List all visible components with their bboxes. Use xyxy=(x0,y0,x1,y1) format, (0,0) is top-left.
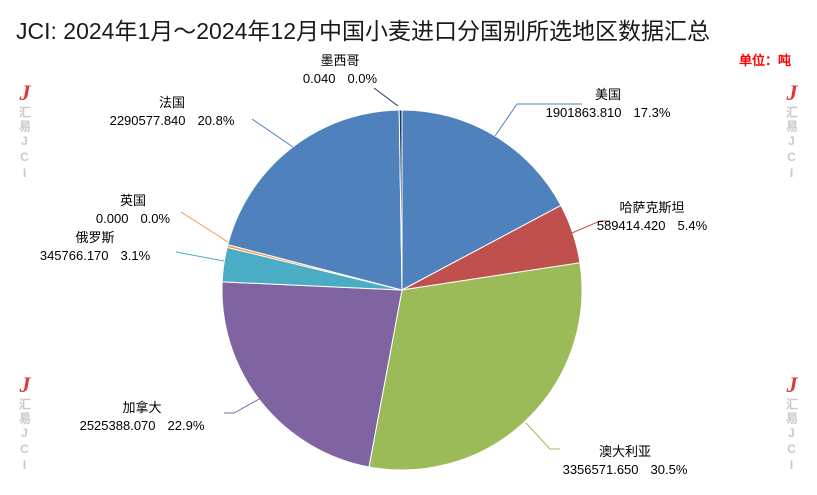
slice-pct-text: 5.4% xyxy=(677,218,708,233)
slice-label-usa: 美国 1901863.810 17.3% xyxy=(546,86,671,122)
chart-title: JCI: 2024年1月～2024年12月中国小麦进口分国别所选地区数据汇总 xyxy=(16,18,710,44)
slice-pct-text: 3.1% xyxy=(120,248,151,263)
slice-label-value: 345766.170 3.1% xyxy=(40,247,150,265)
slice-label-value: 1901863.810 17.3% xyxy=(546,104,671,122)
slice-pct-text: 17.3% xyxy=(633,105,671,120)
slice-value-text: 0.000 xyxy=(95,211,129,226)
slice-label-value: 2290577.840 20.8% xyxy=(110,112,235,130)
slice-value-text: 589414.420 xyxy=(596,218,666,233)
slice-pct-text: 20.8% xyxy=(197,113,235,128)
slice-label-name: 加拿大 xyxy=(122,400,162,415)
slice-label-kazakhstan: 哈萨克斯坦 589414.420 5.4% xyxy=(597,199,707,235)
slice-label-name: 哈萨克斯坦 xyxy=(619,200,685,215)
leader-line-mexico xyxy=(373,87,399,107)
leader-line-usa xyxy=(494,103,582,137)
leader-line-kazakhstan xyxy=(571,220,610,234)
slice-label-name: 澳大利亚 xyxy=(598,444,652,459)
slice-label-value: 0.000 0.0% xyxy=(96,210,170,228)
leader-line-canada xyxy=(224,397,262,414)
slice-pct-text: 0.0% xyxy=(347,71,378,86)
slice-label-name: 墨西哥 xyxy=(320,53,360,68)
pie-slice-australia[interactable] xyxy=(368,262,583,471)
slice-label-russia: 俄罗斯 345766.170 3.1% xyxy=(40,229,150,265)
slice-label-uk: 英国 0.000 0.0% xyxy=(96,192,170,228)
slice-pct-text: 0.0% xyxy=(140,211,171,226)
slice-label-france: 法国 2290577.840 20.8% xyxy=(110,94,235,130)
slice-label-name: 法国 xyxy=(158,95,186,110)
leader-line-france xyxy=(251,118,294,148)
slice-label-name: 俄罗斯 xyxy=(75,230,115,245)
slice-label-mexico: 墨西哥 0.040 0.0% xyxy=(303,52,377,88)
pie-slice-canada[interactable] xyxy=(221,281,403,468)
slice-label-value: 3356571.650 30.5% xyxy=(563,461,688,479)
slice-value-text: 2290577.840 xyxy=(109,113,186,128)
leader-line-australia xyxy=(525,422,560,450)
slice-label-value: 589414.420 5.4% xyxy=(597,217,707,235)
slice-pct-text: 30.5% xyxy=(650,462,688,477)
pie-slice-france[interactable] xyxy=(227,109,403,291)
slice-label-value: 2525388.070 22.9% xyxy=(80,417,205,435)
leader-line-uk xyxy=(180,211,229,243)
slice-label-value: 0.040 0.0% xyxy=(303,70,377,88)
slice-value-text: 2525388.070 xyxy=(79,418,156,433)
slice-value-text: 345766.170 xyxy=(39,248,109,263)
slice-value-text: 3356571.650 xyxy=(562,462,639,477)
pie-slice-mexico[interactable] xyxy=(398,109,403,291)
slice-value-text: 1901863.810 xyxy=(545,105,622,120)
slice-label-australia: 澳大利亚 3356571.650 30.5% xyxy=(563,443,688,479)
slice-value-text: 0.040 xyxy=(302,71,336,86)
unit-label: 单位：吨 xyxy=(738,53,791,68)
slice-pct-text: 22.9% xyxy=(167,418,205,433)
slice-label-canada: 加拿大 2525388.070 22.9% xyxy=(80,399,205,435)
slice-label-name: 美国 xyxy=(594,87,622,102)
leader-line-russia xyxy=(175,251,225,262)
slice-label-name: 英国 xyxy=(119,193,146,208)
